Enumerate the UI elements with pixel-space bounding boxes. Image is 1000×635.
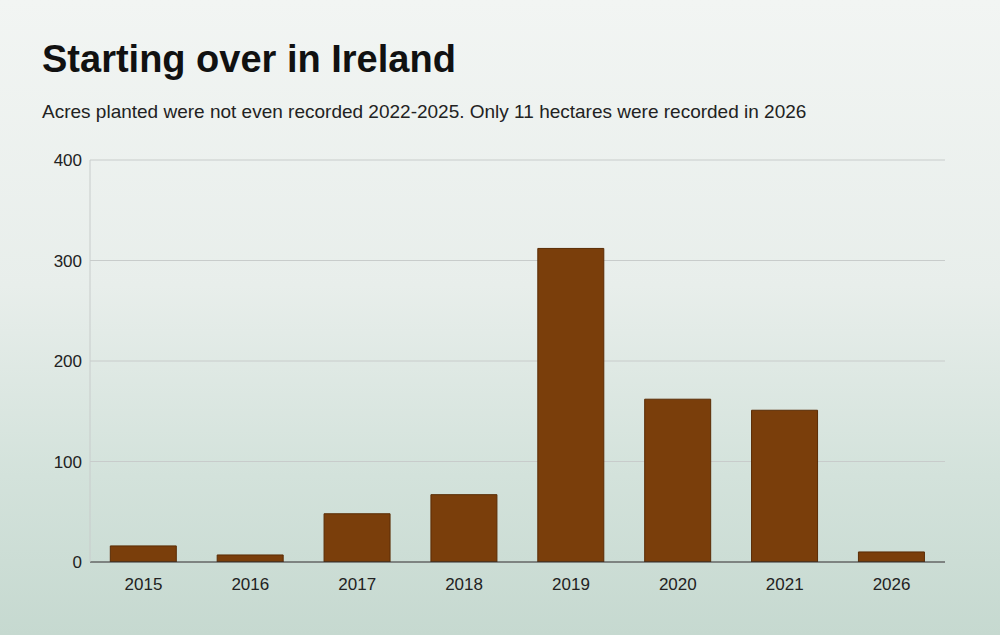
html-text:Starting over in Ireland: Starting over in Ireland: [42, 38, 456, 80]
svg-text:2017: 2017: [338, 575, 376, 594]
svg-text:2026: 2026: [873, 575, 911, 594]
svg-text:200: 200: [54, 352, 82, 371]
svg-text:2015: 2015: [125, 575, 163, 594]
svg-text:2019: 2019: [552, 575, 590, 594]
svg-text:2018: 2018: [445, 575, 483, 594]
svg-text:2021: 2021: [766, 575, 804, 594]
html-text:Acres planted were not even re: Acres planted were not even recorded 202…: [42, 101, 807, 122]
svg-text:100: 100: [54, 453, 82, 472]
svg-text:400: 400: [54, 151, 82, 170]
svg-text:0: 0: [73, 553, 82, 572]
svg-text:300: 300: [54, 252, 82, 271]
svg-text:2016: 2016: [231, 575, 269, 594]
svg-text:2020: 2020: [659, 575, 697, 594]
